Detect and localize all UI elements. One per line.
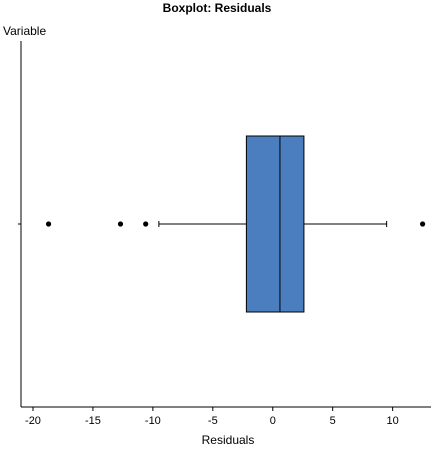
outlier-point: [143, 221, 149, 227]
x-tick-label: 0: [270, 415, 276, 427]
x-axis-ticks: -20 -15 -10 -5 0 5 10: [25, 407, 399, 427]
x-tick-label: 10: [387, 415, 399, 427]
outlier-point: [117, 221, 124, 227]
x-tick-label: 5: [330, 415, 336, 427]
y-axis-label: Variable: [3, 24, 46, 38]
chart-title: Boxplot: Residuals: [163, 1, 272, 15]
x-tick-label: -20: [25, 415, 41, 427]
x-tick-label: -5: [208, 415, 218, 427]
outlier-point: [420, 221, 426, 227]
outlier-point: [45, 221, 52, 227]
interquartile-box: [245, 135, 305, 313]
x-tick-label: -15: [85, 415, 101, 427]
boxplot-series: [45, 135, 426, 313]
x-axis-label: Residuals: [202, 433, 255, 447]
x-tick-label: -10: [145, 415, 161, 427]
